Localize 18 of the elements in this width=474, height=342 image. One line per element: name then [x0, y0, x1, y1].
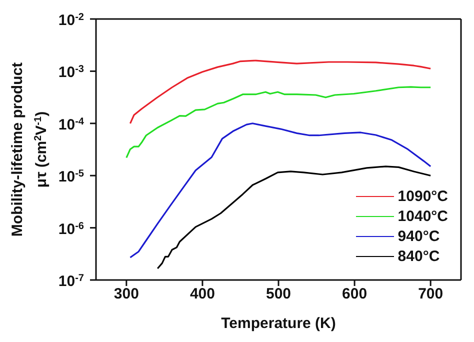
legend-label: 840°C [398, 248, 440, 264]
legend-label: 940°C [398, 228, 440, 244]
legend-label: 1090°C [398, 188, 448, 204]
line-series [129, 60, 432, 124]
y-tick-label: 10$^{-2}$ [58, 12, 84, 29]
y-tick-label: 10$^{-7}$ [58, 272, 84, 290]
x-tick-label: 400 [190, 286, 215, 303]
y-tick-label: 10$^{-4}$ [58, 116, 84, 134]
y-tick-label: 10$^{-5}$ [58, 168, 84, 186]
x-tick-label: 700 [418, 286, 444, 303]
y-tick-label: 10$^{-3}$ [58, 64, 84, 82]
x-tick-label: 300 [114, 286, 139, 303]
x-tick-label: 600 [342, 286, 368, 303]
x-tick-label: 500 [266, 286, 292, 303]
legend-label: 1040°C [398, 208, 448, 224]
line-series [126, 86, 432, 159]
x-axis-title: Temperature (K) [221, 315, 336, 332]
y-tick-label: 10$^{-6}$ [58, 220, 84, 238]
